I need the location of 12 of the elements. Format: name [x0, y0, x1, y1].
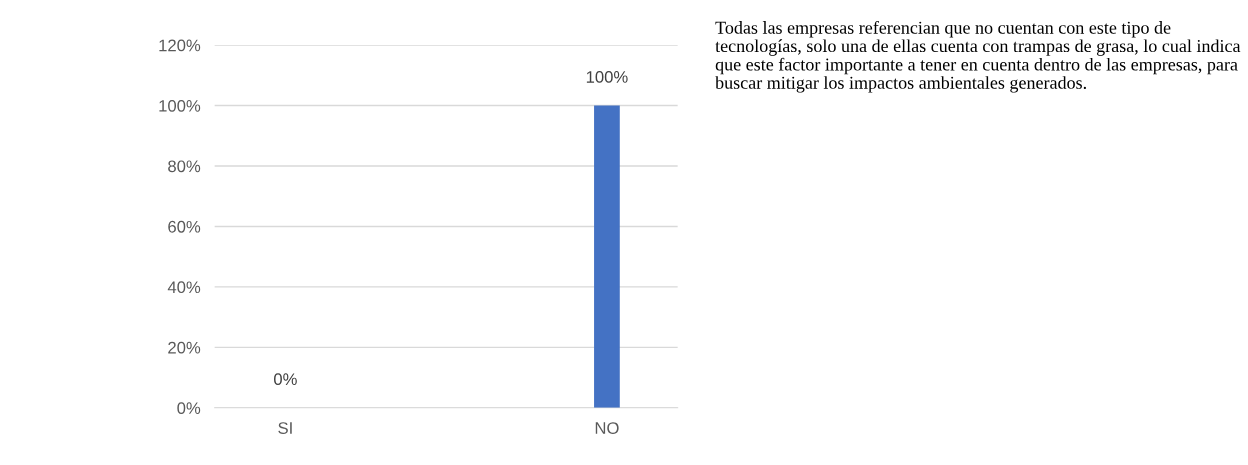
data-label: 100%: [586, 71, 628, 83]
y-tick-label: 20%: [168, 341, 201, 354]
y-tick-label: 40%: [167, 281, 201, 294]
text: Todas las empresas referencian que no cuentan con este tipo de tecnologías, solo una de ellas cuenta con trampas de grasa, lo cual indica que este factor importante a tener en cuenta dentro de las empresas, para buscar mitigar los impactos ambientales generados.: [715, 20, 1241, 93]
data-label: 0%: [274, 373, 297, 386]
y-tick-label: 100%: [159, 99, 201, 112]
y-tick-label: 60%: [168, 220, 201, 233]
y-tick-label: 120%: [159, 39, 201, 52]
y-tick-label: 0%: [177, 402, 201, 415]
x-tick-label: SI: [278, 422, 292, 434]
y-tick-label: 80%: [168, 160, 201, 173]
x-tick-label: NO: [595, 422, 619, 434]
